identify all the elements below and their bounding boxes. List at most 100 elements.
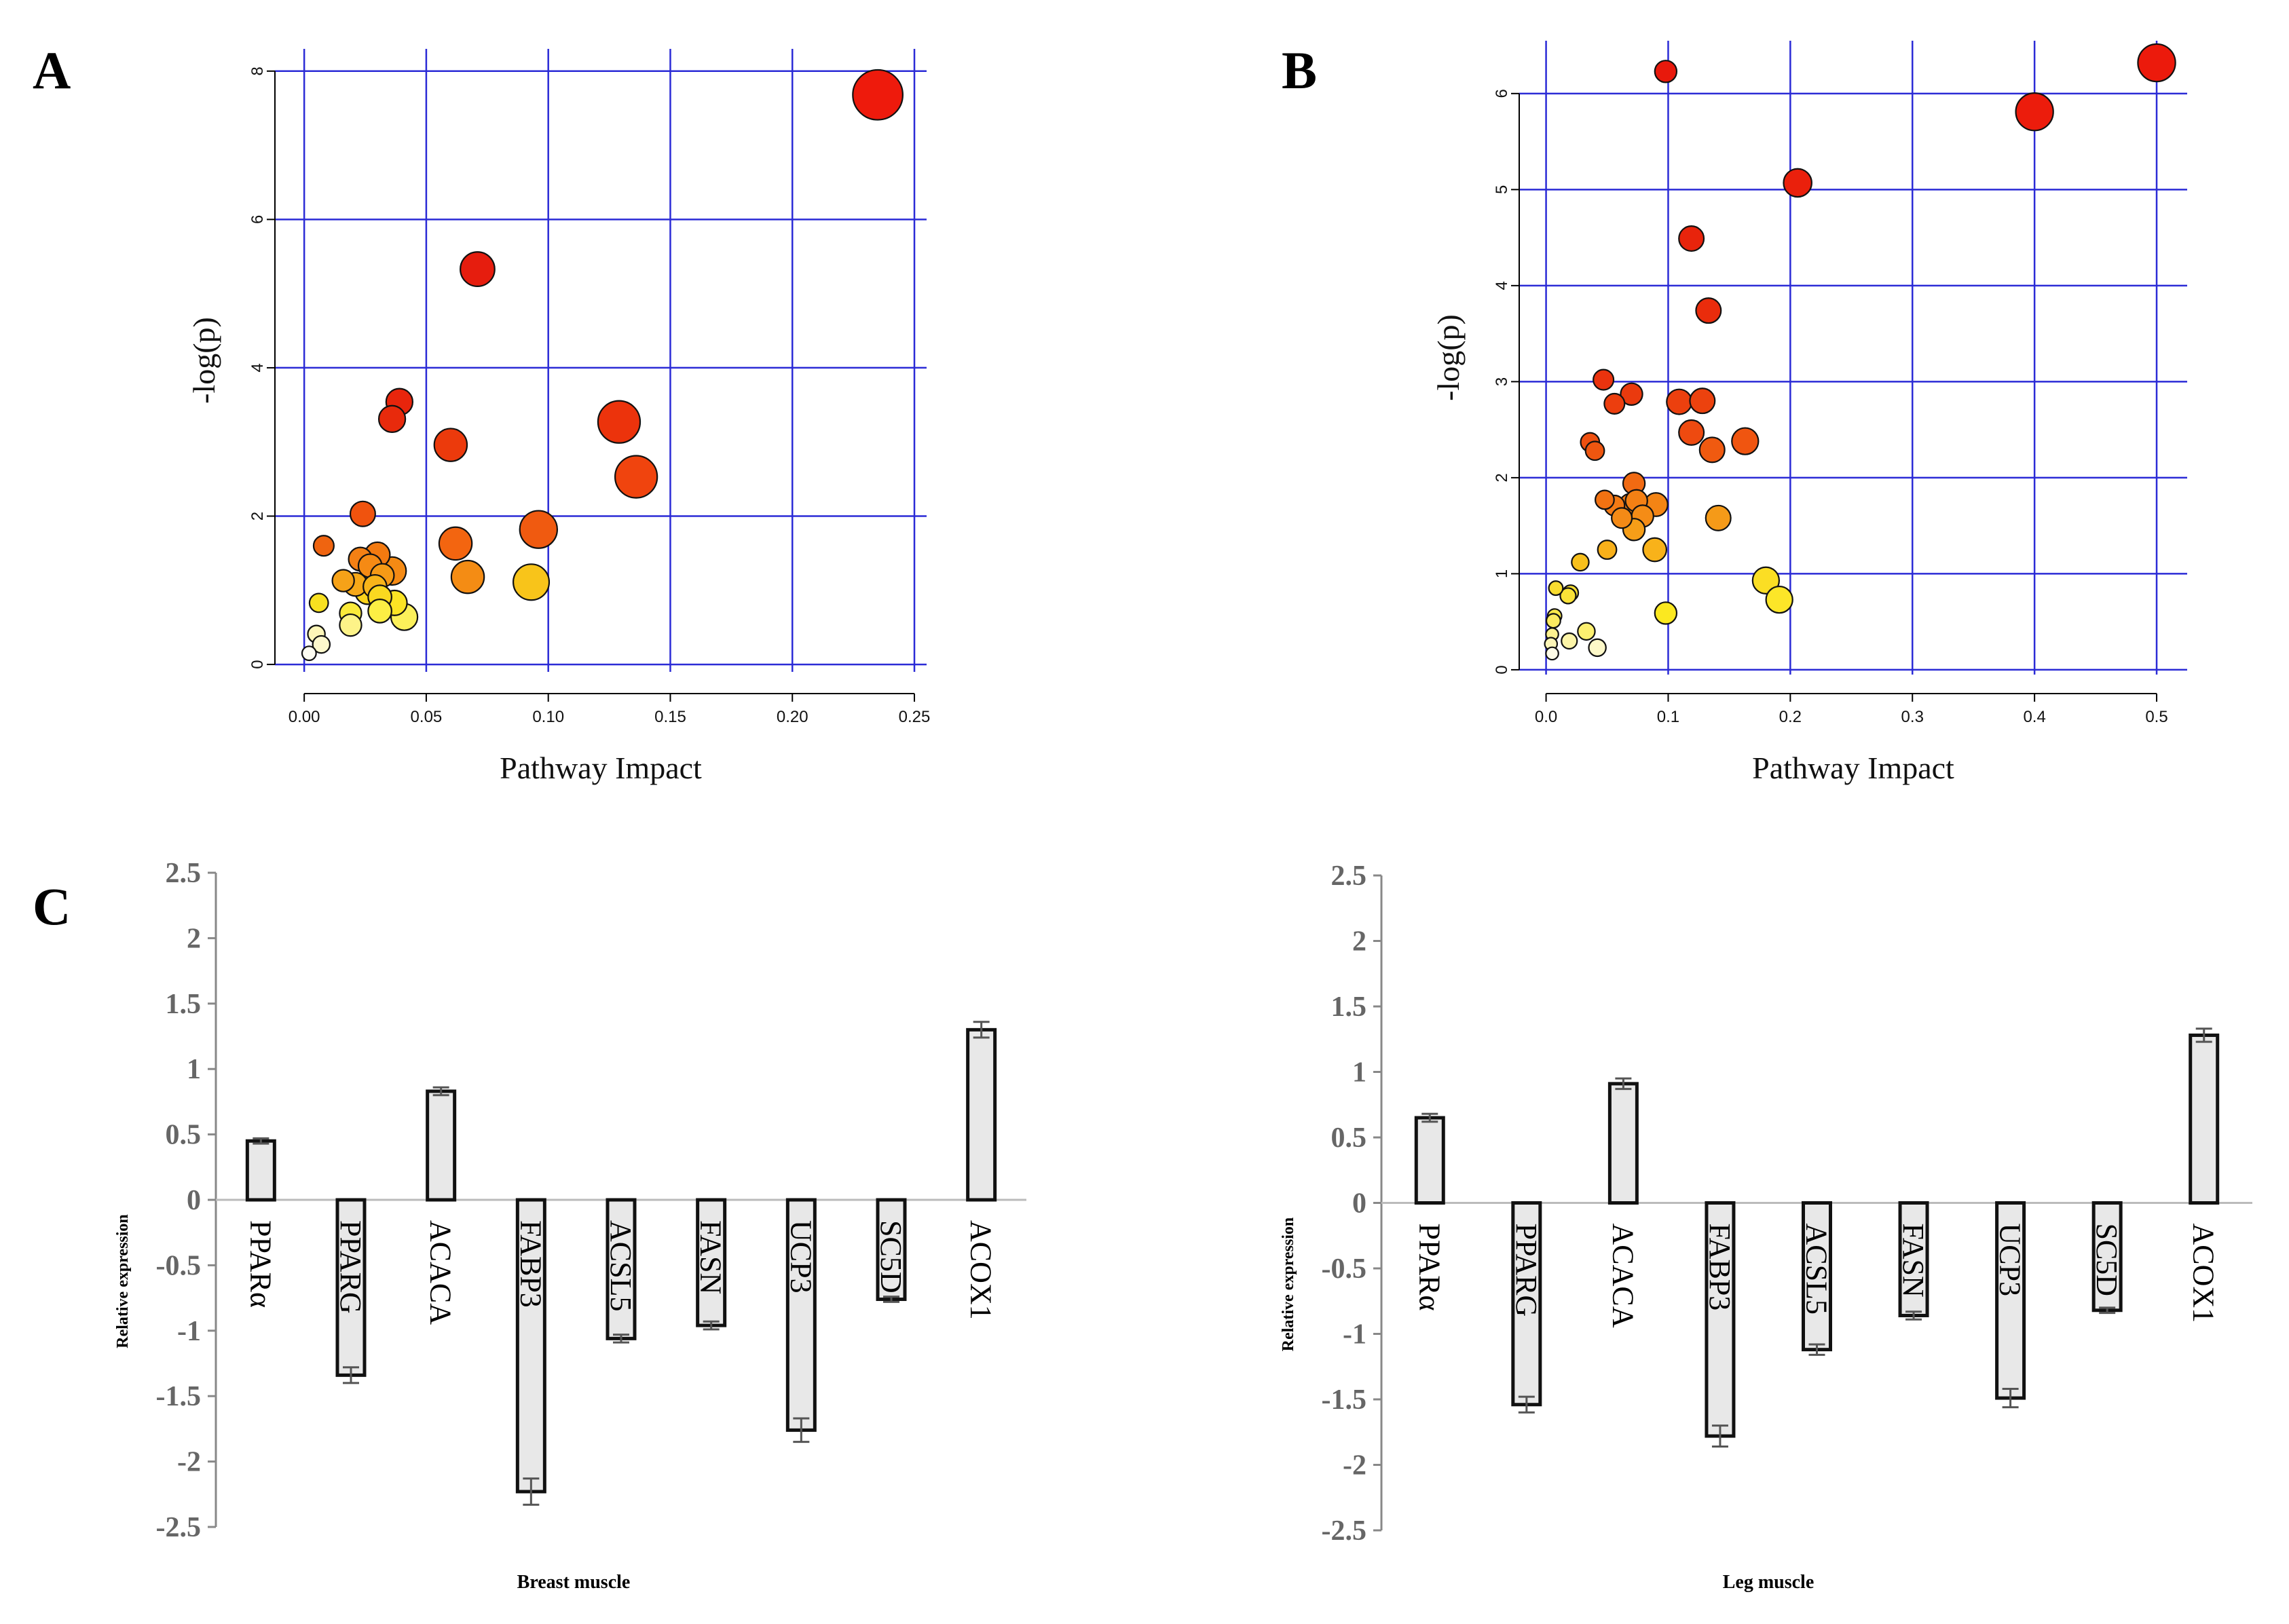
y-tick-label: -2.5: [156, 1512, 202, 1543]
category-label: PPARα: [244, 1220, 277, 1308]
category-label: FASN: [694, 1220, 728, 1294]
pathway-point: [1577, 622, 1596, 641]
pathway-point: [1548, 580, 1564, 597]
y-axis-title: -log(p): [187, 317, 221, 404]
bar: [1607, 1082, 1639, 1205]
y-tick-label: 0: [1493, 665, 1511, 674]
category-label: UCP3: [784, 1220, 817, 1293]
category-label: PPARG: [334, 1220, 367, 1314]
pathway-point: [349, 500, 376, 527]
category-label: ACOX1: [965, 1220, 998, 1320]
y-axis-title: -log(p): [1431, 314, 1466, 401]
y-tick-label: 6: [1493, 89, 1511, 98]
y-tick-label: -1.5: [156, 1381, 202, 1412]
y-tick-label: 0: [187, 1185, 201, 1216]
x-tick-label: 0.1: [1657, 708, 1679, 726]
bar: [1995, 1201, 2026, 1400]
y-tick-label: 4: [1493, 281, 1511, 290]
category-label: ACSL5: [1800, 1224, 1834, 1315]
pathway-point: [2015, 92, 2054, 132]
bar-chart-leg-muscle: 2.5 2 1.5 1 0.5 0 -0.5 -1 -1.5 -2 -2.5 PPARα PPARG AC…: [1280, 861, 2252, 1593]
pathway-point: [1545, 613, 1561, 629]
x-axis-title: Leg muscle: [1723, 1572, 1815, 1593]
y-axis-title: Relative expression: [1280, 1217, 1297, 1352]
pathway-point: [1620, 382, 1643, 406]
panel-label-c: C: [33, 877, 71, 936]
pathway-point: [367, 599, 392, 624]
pathway-point: [438, 526, 473, 561]
x-tick-label: 0.4: [2023, 708, 2045, 726]
bar: [966, 1027, 997, 1202]
y-tick-label: 8: [248, 67, 267, 75]
y-tick-label: 2: [1352, 926, 1366, 958]
bar: [426, 1089, 457, 1202]
pathway-point: [1765, 585, 1793, 614]
x-tick-label: 0.15: [654, 708, 686, 726]
x-tick-label: 0.20: [777, 708, 808, 726]
pathway-point: [312, 635, 331, 654]
pathway-point: [301, 645, 317, 662]
bar: [245, 1139, 276, 1202]
pathway-point: [433, 428, 468, 462]
category-label: ACACA: [424, 1220, 458, 1325]
bar: [515, 1198, 546, 1494]
category-label: PPARG: [1510, 1224, 1543, 1317]
pathway-point: [1595, 489, 1615, 510]
bar: [1414, 1116, 1445, 1205]
pathway-point: [1654, 60, 1678, 83]
y-tick-label: 2: [187, 923, 201, 954]
pathway-point: [1666, 388, 1693, 415]
y-tick-label: -1.5: [1322, 1384, 1367, 1416]
pathway-point: [1654, 601, 1678, 625]
y-tick-label: 0.5: [166, 1120, 202, 1151]
category-label: SC5D: [2090, 1224, 2123, 1297]
pathway-point: [308, 592, 329, 613]
x-tick-label: 0.5: [2145, 708, 2167, 726]
pathway-point: [377, 404, 407, 433]
pathway-point: [1678, 419, 1705, 446]
x-axis-title: Pathway Impact: [1752, 751, 1954, 785]
y-tick-label: -1: [1343, 1319, 1366, 1351]
panel-label-b: B: [1282, 41, 1317, 100]
category-label: SC5D: [874, 1220, 908, 1293]
pathway-point: [512, 563, 551, 601]
x-tick-label: 0.25: [899, 708, 931, 726]
y-tick-label: 0.5: [1331, 1122, 1367, 1154]
pathway-point: [1698, 436, 1726, 464]
x-tick-label: 0.3: [1901, 708, 1924, 726]
y-tick-label: -1: [177, 1316, 201, 1347]
pathway-point: [339, 613, 362, 637]
pathway-point: [1597, 540, 1618, 560]
pathway-point: [2137, 43, 2176, 83]
pathway-point: [1678, 225, 1705, 252]
category-label: FASN: [1897, 1224, 1930, 1298]
y-tick-label: 2.5: [166, 858, 202, 889]
pathway-point: [1584, 440, 1605, 461]
y-tick-label: 1: [1352, 1057, 1366, 1089]
pathway-point: [614, 455, 658, 499]
scatter-chart-b: 0.0 0.1 0.2 0.3 0.4 0.5 0 1 2 3 4 5 6 Pathway Impact -…: [1431, 41, 2187, 785]
category-label: ACSL5: [604, 1220, 637, 1311]
y-tick-label: 0: [1352, 1188, 1366, 1220]
pathway-point: [1689, 388, 1716, 415]
pathway-point: [1593, 369, 1615, 391]
pathway-point: [1611, 507, 1633, 529]
y-tick-label: 5: [1493, 185, 1511, 194]
y-tick-label: 1.5: [166, 989, 202, 1020]
y-tick-label: 1.5: [1331, 992, 1367, 1023]
category-label: PPARα: [1413, 1224, 1446, 1311]
x-axis-title: Pathway Impact: [500, 751, 702, 785]
bar: [1802, 1201, 1832, 1352]
category-label: ACOX1: [2187, 1224, 2220, 1323]
y-tick-label: 2.5: [1331, 861, 1367, 892]
pathway-point: [450, 559, 485, 594]
y-tick-label: 3: [1493, 377, 1511, 386]
category-label: ACACA: [1606, 1224, 1639, 1328]
scatter-chart-a: 0.00 0.05 0.10 0.15 0.20 0.25 0 2 4 6 8 Pathway Imp…: [187, 49, 930, 785]
pathway-point: [1705, 504, 1732, 531]
y-tick-label: -2.5: [1322, 1515, 1367, 1547]
pathway-point: [1751, 566, 1781, 594]
pathway-point: [1561, 632, 1578, 650]
